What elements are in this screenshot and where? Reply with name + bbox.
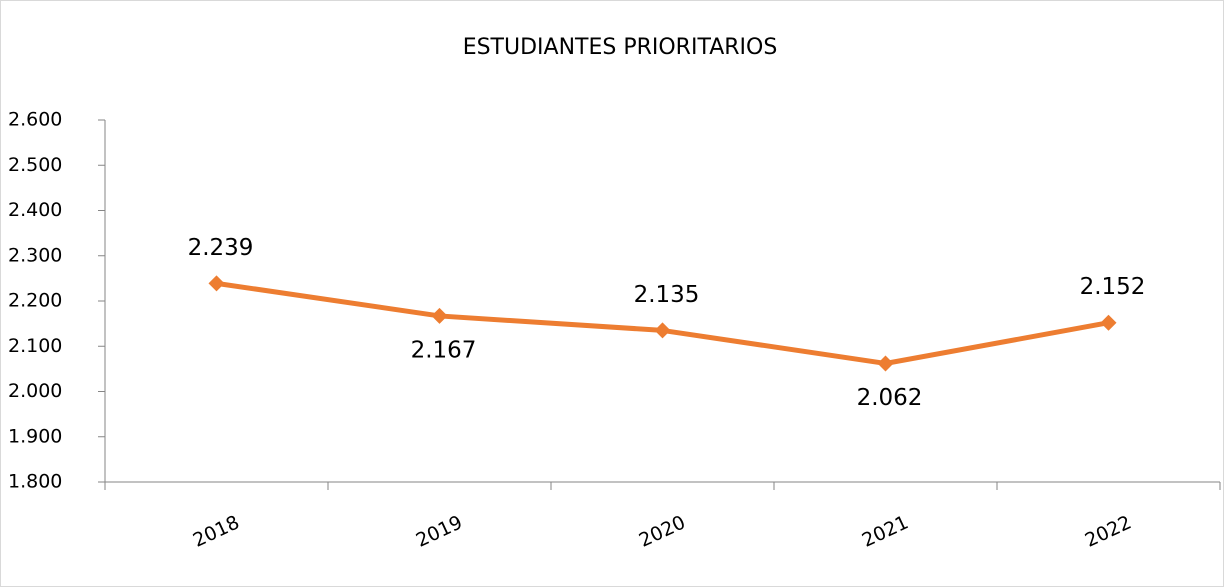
y-tick-label: 2.300 — [8, 244, 62, 266]
y-tick-label: 2.500 — [8, 154, 62, 176]
y-tick-label: 2.100 — [8, 335, 62, 357]
data-marker — [208, 275, 225, 292]
chart-title: ESTUDIANTES PRIORITARIOS — [463, 35, 778, 60]
y-tick-label: 1.900 — [8, 425, 62, 447]
data-label: 2.167 — [411, 337, 477, 363]
data-label: 2.152 — [1080, 274, 1146, 300]
data-marker — [1100, 314, 1117, 331]
y-tick-label: 2.600 — [8, 109, 62, 131]
data-label: 2.239 — [188, 235, 254, 261]
data-marker — [877, 355, 894, 372]
data-marker — [654, 322, 671, 339]
y-tick-label: 2.000 — [8, 380, 62, 402]
data-label: 2.062 — [857, 385, 923, 411]
y-tick-label: 2.400 — [8, 199, 62, 221]
y-tick-label: 1.800 — [8, 471, 62, 493]
data-label: 2.135 — [634, 282, 700, 308]
data-marker — [431, 307, 448, 324]
y-tick-label: 2.200 — [8, 290, 62, 312]
